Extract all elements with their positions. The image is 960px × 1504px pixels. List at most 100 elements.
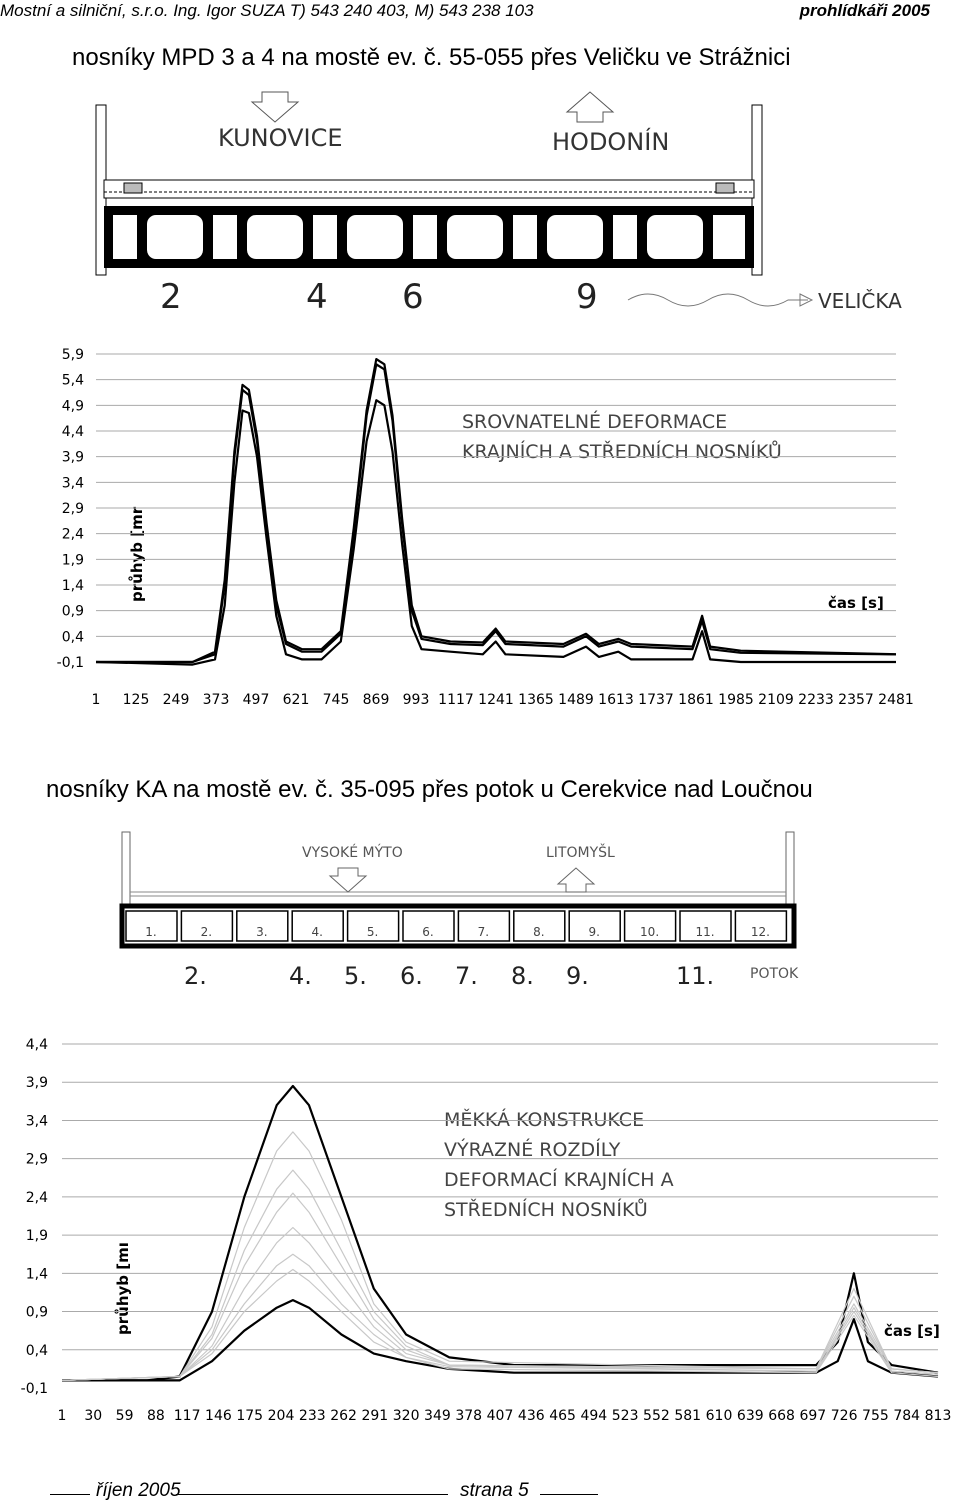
scheme2-slot-label: 11.: [695, 925, 714, 939]
chart1-xtick-label: 1: [92, 692, 101, 708]
scheme2-slot-label: 10.: [640, 925, 659, 939]
chart2-annotation-line: STŘEDNÍCH NOSNÍKŮ: [444, 1197, 648, 1221]
scheme1-beam-number: 9: [576, 277, 598, 317]
chart2-ytick-label: 4,4: [26, 1037, 48, 1053]
chart2-xtick-label: 233: [299, 1408, 326, 1424]
river-wave-icon: [627, 293, 808, 307]
scheme2-slot-label: 1.: [145, 925, 156, 939]
chart2-ytick-label: 2,9: [26, 1152, 48, 1168]
chart2-ytick-label: -0,1: [21, 1381, 48, 1397]
arrow-down-icon: [328, 867, 368, 893]
chart2-series-line: [61, 1169, 939, 1381]
chart1-xtick-label: 2109: [758, 692, 794, 708]
scheme2-measured: 7.: [455, 962, 478, 990]
chart1-annotation-line: SROVNATELNÉ DEFORMACE: [462, 410, 727, 433]
chart2-xlabel: čas [s]: [884, 1322, 940, 1340]
chart2-xtick-label: 291: [361, 1408, 388, 1424]
scheme2-slot-label: 6.: [422, 925, 433, 939]
chart1-xtick-label: 993: [403, 692, 430, 708]
chart1-xtick-label: 1613: [598, 692, 634, 708]
chart2-xtick-label: 175: [236, 1408, 263, 1424]
chart2-xtick-label: 755: [862, 1408, 889, 1424]
chart1-xtick-label: 1365: [518, 692, 554, 708]
chart2-series-line: [61, 1226, 939, 1381]
chart2-annotation-line: VÝRAZNÉ ROZDÍLY: [444, 1138, 621, 1161]
scheme2-measured: 11.: [676, 962, 714, 990]
scheme2-stream: POTOK: [750, 966, 799, 982]
scheme2-slot-label: 7.: [478, 925, 489, 939]
chart1-xtick-label: 2233: [798, 692, 834, 708]
scheme2-slot: [236, 910, 289, 942]
chart1-annotation-line: KRAJNÍCH A STŘEDNÍCH NOSNÍKŮ: [462, 439, 782, 463]
section1-title: nosníky MPD 3 a 4 na mostě ev. č. 55-055…: [72, 44, 791, 71]
chart1-ylabel: průhyb [mr: [128, 506, 146, 602]
scheme2-measured: 9.: [566, 962, 589, 990]
scheme1-right-town: HODONÍN: [552, 127, 669, 156]
section2-title: nosníky KA na mostě ev. č. 35-095 přes p…: [46, 776, 813, 803]
chart2-xtick-label: 407: [487, 1408, 514, 1424]
bridge-scheme-2: VYSOKÉ MÝTO LITOMYŠL 1. 2. 3. 4. 5. 6. 7. 8. 9. 1…: [119, 831, 799, 990]
chart2-series-line: [61, 1131, 939, 1381]
footer-rule: [540, 1494, 598, 1495]
river-arrow-icon: [799, 293, 814, 307]
scheme2-measured: 4.: [289, 962, 312, 990]
scheme2-slot: [513, 910, 566, 942]
chart2-xtick-label: 262: [330, 1408, 357, 1424]
chart2-ytick-label: 1,9: [26, 1228, 48, 1244]
chart1-ytick-label: 2,4: [62, 527, 84, 543]
chart2-xtick-label: 146: [205, 1408, 232, 1424]
chart1-ytick-label: 5,4: [62, 373, 84, 389]
scheme2-left-town: VYSOKÉ MÝTO: [302, 844, 403, 861]
footer-page: strana 5: [460, 1480, 529, 1501]
scheme2-slot-label: 8.: [533, 925, 544, 939]
chart1-ytick-label: -0,1: [57, 655, 84, 671]
chart1-xtick-label: 745: [323, 692, 350, 708]
chart1-xlabel: čas [s]: [828, 594, 884, 612]
scheme1-river: VELIČKA: [818, 289, 902, 313]
chart2-xtick-label: 668: [768, 1408, 795, 1424]
chart2-annotation-line: MĚKKÁ KONSTRUKCE: [444, 1108, 644, 1131]
page-header: Mostní a silniční, s.r.o. Ing. Igor SUZA…: [0, 0, 960, 22]
chart2-xtick-label: 813: [925, 1408, 952, 1424]
scheme2-slot: [402, 910, 455, 942]
scheme2-slot: [568, 910, 621, 942]
chart2-xtick-label: 581: [674, 1408, 701, 1424]
chart1-xtick-label: 1117: [438, 692, 474, 708]
chart1-xtick-label: 497: [243, 692, 270, 708]
footer-rule: [176, 1494, 448, 1495]
chart2-xtick-label: 117: [174, 1408, 201, 1424]
chart2-xtick-label: 320: [393, 1408, 420, 1424]
chart1-xtick-label: 2481: [878, 692, 914, 708]
chart2-xtick-label: 59: [116, 1408, 134, 1424]
scheme2-slot: [623, 910, 677, 942]
chart1-xtick-label: 1985: [718, 692, 754, 708]
scheme2-slot: [734, 910, 788, 942]
chart2-xtick-label: 30: [84, 1408, 102, 1424]
chart2-xtick-label: 436: [518, 1408, 545, 1424]
chart1-xtick-label: 1489: [558, 692, 594, 708]
chart1-ytick-label: 3,9: [62, 450, 84, 466]
chart1-ytick-label: 1,9: [62, 552, 84, 568]
chart2-xtick-label: 378: [455, 1408, 482, 1424]
scheme2-slot-label: 2.: [201, 925, 212, 939]
chart1-series-line: [96, 363, 897, 664]
chart1-ytick-label: 0,9: [62, 604, 84, 620]
chart2-xtick-label: 349: [424, 1408, 451, 1424]
scheme2-slot-label: 5.: [367, 925, 378, 939]
chart2-xtick-label: 784: [893, 1408, 920, 1424]
chart1-ytick-label: 3,4: [62, 475, 84, 491]
chart2-series-line: [61, 1192, 939, 1381]
scheme1-beam-number: 6: [402, 277, 424, 317]
chart2-ytick-label: 3,4: [26, 1113, 48, 1129]
scheme2-slot: [180, 910, 234, 942]
chart1-xtick-label: 1737: [638, 692, 674, 708]
chart2-ytick-label: 3,9: [26, 1075, 48, 1091]
scheme2-measured: 6.: [400, 962, 423, 990]
chart2-xtick-label: 494: [580, 1408, 607, 1424]
scheme2-slot-label: 9.: [588, 925, 599, 939]
chart2-series-line: [61, 1268, 939, 1381]
chart1-xtick-label: 373: [203, 692, 230, 708]
chart2-xtick-label: 204: [268, 1408, 295, 1424]
chart1-ytick-label: 4,9: [62, 398, 84, 414]
chart1-xtick-label: 249: [163, 692, 190, 708]
